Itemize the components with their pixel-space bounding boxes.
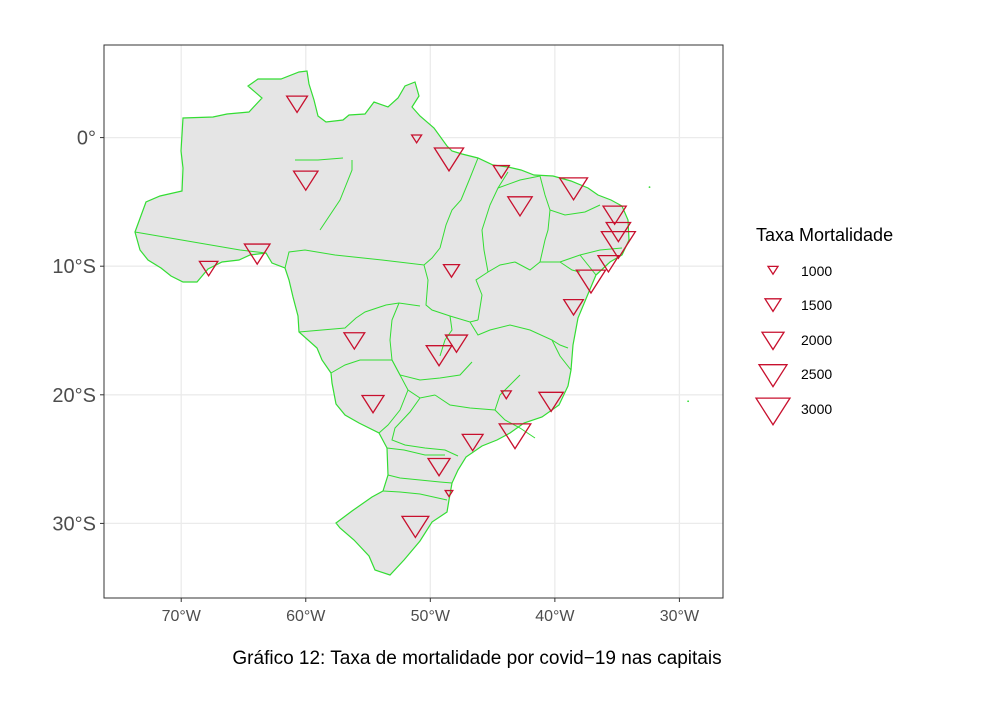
legend-marker xyxy=(763,298,783,313)
y-axis-ticks: 0° 10°S 20°S 30°S xyxy=(52,128,104,535)
capital-marker xyxy=(537,391,565,413)
capital-marker xyxy=(426,457,452,477)
capital-marker xyxy=(596,254,621,274)
capital-marker xyxy=(461,433,485,452)
capital-marker xyxy=(558,177,589,202)
y-tick-label: 20°S xyxy=(52,385,96,407)
legend-marker xyxy=(757,364,789,388)
capital-marker xyxy=(601,205,628,226)
plot-panel-border xyxy=(103,44,724,599)
legend-label: 2500 xyxy=(801,366,832,382)
capital-marker xyxy=(198,260,220,278)
capital-marker xyxy=(562,299,585,317)
legend-entries: 1000 1500 2000 2500 3000 xyxy=(754,263,832,426)
x-tick-label: 30°W xyxy=(660,608,700,625)
brazil-map xyxy=(134,70,630,576)
brazil-country-shape xyxy=(134,70,630,576)
y-tick-label: 0° xyxy=(77,128,96,150)
capital-marker xyxy=(425,345,454,367)
y-tick-label: 30°S xyxy=(52,513,96,535)
capital-marker xyxy=(500,390,513,400)
capital-marker xyxy=(442,263,461,279)
capital-markers xyxy=(198,95,690,539)
capital-marker xyxy=(498,423,532,450)
capital-marker xyxy=(506,196,534,218)
legend-marker xyxy=(760,331,786,351)
chart-caption: Gráfico 12: Taxa de mortalidade por covi… xyxy=(232,648,721,669)
capital-marker xyxy=(360,394,386,414)
island-dot xyxy=(648,186,651,189)
capital-marker xyxy=(433,147,465,173)
capital-marker xyxy=(342,332,366,351)
island-dot xyxy=(687,400,690,403)
legend-label: 2000 xyxy=(801,332,832,348)
state-borders xyxy=(134,157,623,501)
capital-marker xyxy=(600,230,637,260)
legend-title: Taxa Mortalidade xyxy=(756,225,893,245)
capital-marker xyxy=(400,515,430,539)
y-tick-label: 10°S xyxy=(52,256,96,278)
capital-marker xyxy=(410,134,423,145)
legend: Taxa Mortalidade 1000 1500 2000 2500 3000 xyxy=(754,225,893,426)
capital-marker xyxy=(492,164,511,180)
capital-marker xyxy=(444,334,469,354)
legend-label: 1500 xyxy=(801,297,832,313)
x-tick-label: 40°W xyxy=(535,608,575,625)
capital-marker xyxy=(285,95,309,114)
legend-label: 3000 xyxy=(801,401,832,417)
x-axis-ticks: 70°W 60°W 50°W 40°W 30°W xyxy=(162,598,700,625)
capital-marker xyxy=(575,269,607,295)
capital-marker xyxy=(243,243,272,266)
capital-marker xyxy=(292,170,320,192)
legend-label: 1000 xyxy=(801,263,832,279)
x-tick-label: 50°W xyxy=(411,608,451,625)
capital-marker xyxy=(444,489,454,498)
x-tick-label: 60°W xyxy=(286,608,326,625)
legend-marker xyxy=(754,397,792,426)
legend-marker xyxy=(766,265,780,276)
x-tick-label: 70°W xyxy=(162,608,202,625)
